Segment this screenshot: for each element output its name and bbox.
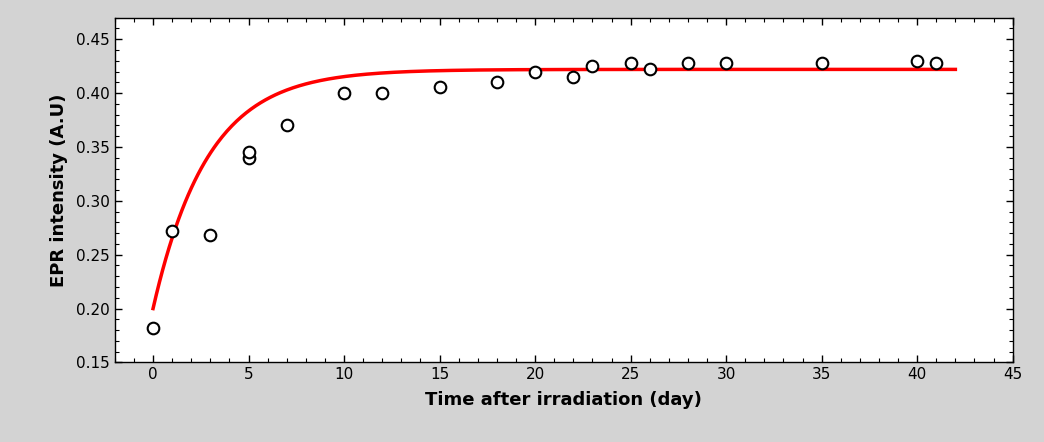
Point [909,57,926,64]
Point [240,154,257,161]
Point [641,66,658,73]
Point [279,122,295,129]
Point [527,68,544,75]
Point [336,90,353,97]
Point [718,59,735,66]
X-axis label: Time after irradiation (day): Time after irradiation (day) [425,391,703,409]
Point [431,83,448,90]
Point [201,232,218,239]
Point [928,59,945,66]
Point [565,73,582,80]
Point [584,63,600,70]
Point [374,90,390,97]
Point [145,324,162,332]
Point [813,59,830,66]
Point [622,59,639,66]
Point [164,228,181,235]
Point [240,149,257,156]
Point [489,79,505,86]
Y-axis label: EPR intensity (A.U): EPR intensity (A.U) [50,93,68,287]
Point [680,59,696,66]
